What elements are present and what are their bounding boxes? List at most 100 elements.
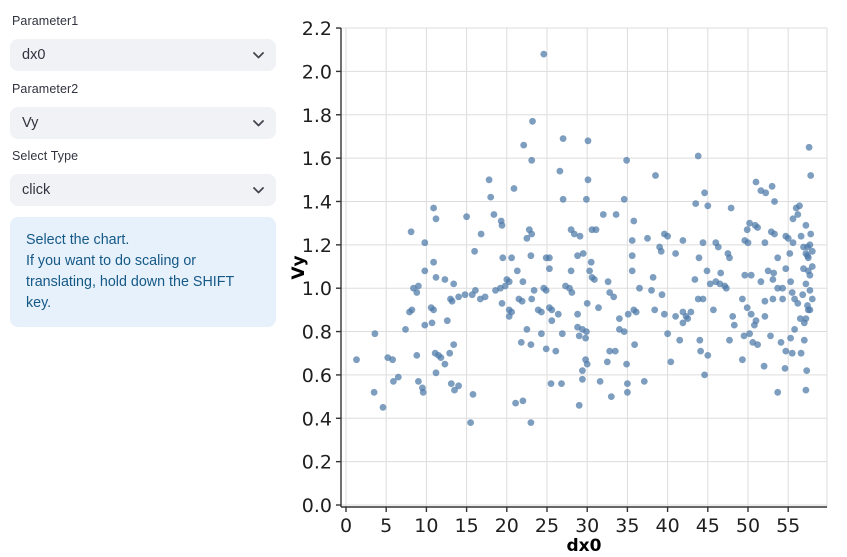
- data-point[interactable]: [661, 310, 668, 318]
- data-point[interactable]: [538, 308, 545, 316]
- data-point[interactable]: [726, 336, 733, 344]
- data-point[interactable]: [701, 189, 708, 197]
- data-point[interactable]: [761, 239, 769, 247]
- data-point[interactable]: [441, 276, 449, 283]
- data-point[interactable]: [579, 375, 586, 383]
- data-point[interactable]: [764, 267, 772, 275]
- data-point[interactable]: [658, 291, 666, 299]
- data-point[interactable]: [353, 356, 360, 364]
- data-point[interactable]: [760, 362, 768, 370]
- data-point[interactable]: [559, 135, 567, 143]
- data-point[interactable]: [606, 347, 614, 355]
- data-point[interactable]: [568, 289, 576, 296]
- data-point[interactable]: [697, 347, 704, 355]
- data-point[interactable]: [794, 300, 802, 307]
- data-point[interactable]: [432, 274, 440, 281]
- data-point[interactable]: [546, 254, 553, 262]
- data-point[interactable]: [803, 367, 811, 374]
- data-point[interactable]: [770, 269, 778, 277]
- data-point[interactable]: [743, 304, 751, 312]
- data-point[interactable]: [651, 306, 659, 314]
- data-point[interactable]: [612, 211, 620, 218]
- data-point[interactable]: [802, 386, 810, 394]
- data-point[interactable]: [530, 287, 538, 294]
- data-point[interactable]: [794, 211, 802, 218]
- data-point[interactable]: [463, 213, 470, 221]
- data-point[interactable]: [505, 278, 513, 286]
- data-point[interactable]: [607, 393, 615, 400]
- data-point[interactable]: [591, 276, 598, 283]
- scatter-chart[interactable]: 0.0 0.2 0.4 0.6 0.8 1.0 1.2 1.4 1.6 1.8 2.0 2.2 0 5 10…: [290, 0, 847, 557]
- data-point[interactable]: [616, 315, 623, 322]
- data-point[interactable]: [799, 291, 807, 299]
- data-point[interactable]: [606, 289, 614, 296]
- data-point[interactable]: [771, 230, 778, 238]
- data-point[interactable]: [726, 254, 733, 262]
- data-point[interactable]: [706, 280, 714, 288]
- data-point[interactable]: [579, 367, 586, 374]
- data-point[interactable]: [752, 178, 760, 186]
- data-point[interactable]: [807, 172, 815, 179]
- data-point[interactable]: [567, 267, 575, 275]
- data-point[interactable]: [664, 232, 671, 240]
- data-point[interactable]: [802, 221, 810, 229]
- data-point[interactable]: [582, 334, 589, 342]
- data-point[interactable]: [574, 252, 581, 260]
- data-point[interactable]: [805, 143, 813, 151]
- data-point[interactable]: [802, 315, 810, 322]
- data-point[interactable]: [679, 237, 687, 244]
- data-point[interactable]: [657, 247, 665, 255]
- data-point[interactable]: [644, 234, 651, 242]
- data-point[interactable]: [583, 360, 591, 368]
- data-point[interactable]: [714, 243, 722, 251]
- data-point[interactable]: [542, 287, 550, 294]
- data-point[interactable]: [786, 250, 794, 257]
- data-point[interactable]: [451, 386, 458, 394]
- data-point[interactable]: [446, 349, 454, 357]
- select-type-select[interactable]: click: [10, 174, 276, 206]
- data-point[interactable]: [774, 388, 782, 396]
- data-point[interactable]: [746, 330, 753, 338]
- data-point[interactable]: [583, 328, 590, 335]
- data-point[interactable]: [729, 313, 737, 320]
- data-point[interactable]: [624, 310, 632, 318]
- data-point[interactable]: [740, 332, 748, 340]
- data-point[interactable]: [691, 276, 699, 283]
- data-point[interactable]: [787, 278, 794, 286]
- data-point[interactable]: [696, 336, 704, 344]
- data-point[interactable]: [779, 284, 786, 292]
- data-point[interactable]: [519, 278, 527, 286]
- data-point[interactable]: [781, 365, 789, 372]
- data-point[interactable]: [672, 313, 679, 320]
- data-point[interactable]: [419, 388, 427, 396]
- data-point[interactable]: [789, 239, 797, 247]
- data-point[interactable]: [583, 195, 590, 203]
- data-point[interactable]: [421, 267, 429, 275]
- data-point[interactable]: [575, 332, 583, 340]
- data-point[interactable]: [648, 287, 655, 294]
- data-point[interactable]: [791, 326, 798, 333]
- data-point[interactable]: [517, 339, 525, 346]
- data-point[interactable]: [371, 330, 379, 338]
- data-point[interactable]: [415, 282, 422, 290]
- data-point[interactable]: [485, 176, 493, 184]
- data-point[interactable]: [624, 380, 631, 387]
- data-point[interactable]: [432, 215, 440, 223]
- data-point[interactable]: [513, 267, 521, 275]
- data-point[interactable]: [610, 293, 618, 301]
- data-point[interactable]: [527, 252, 535, 260]
- data-point[interactable]: [527, 341, 535, 348]
- data-point[interactable]: [777, 339, 785, 346]
- data-point[interactable]: [547, 380, 555, 387]
- data-point[interactable]: [754, 341, 761, 348]
- data-point[interactable]: [498, 300, 506, 307]
- data-point[interactable]: [437, 354, 445, 361]
- data-point[interactable]: [774, 254, 782, 262]
- data-point[interactable]: [510, 185, 518, 192]
- data-point[interactable]: [599, 211, 607, 218]
- data-point[interactable]: [538, 330, 545, 338]
- data-point[interactable]: [730, 321, 738, 329]
- data-point[interactable]: [584, 176, 592, 184]
- data-point[interactable]: [787, 334, 794, 342]
- data-point[interactable]: [747, 310, 755, 318]
